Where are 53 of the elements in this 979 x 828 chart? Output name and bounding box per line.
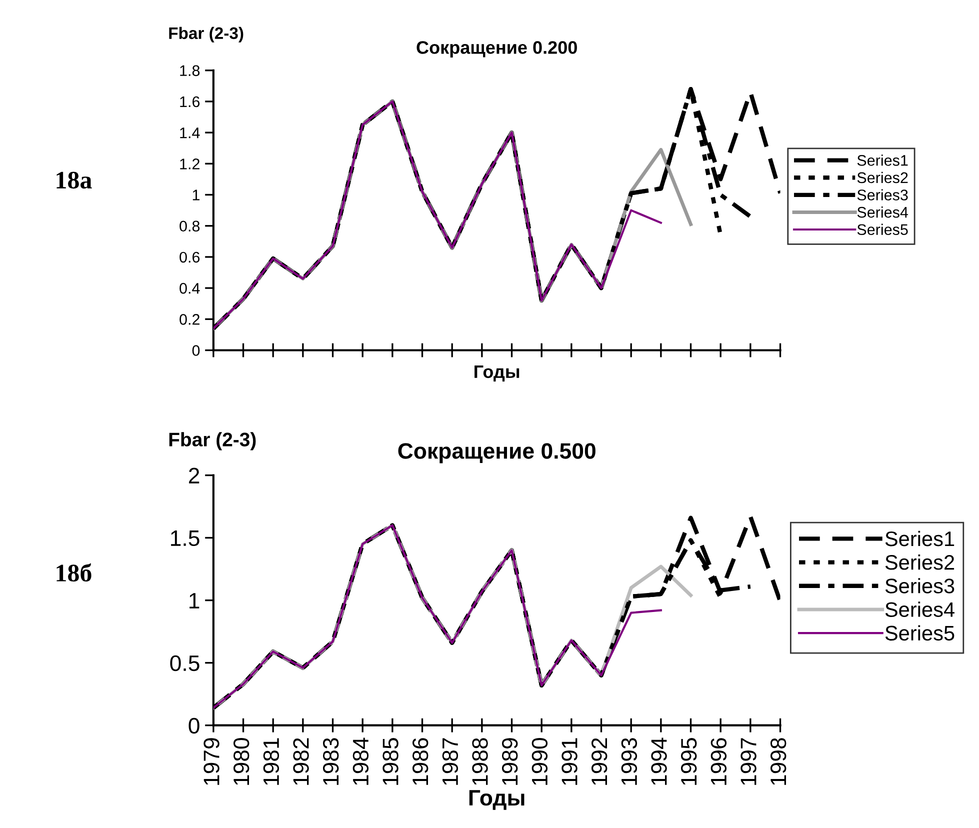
legend-label: Series1 [885,530,954,546]
x-tick-label: 1993 [621,738,638,785]
legend-label: Series4 [857,206,908,218]
x-tick-label: 1979 [204,738,220,785]
y-tick-label: 0 [188,718,200,734]
x-tick-label: 1998 [770,738,786,785]
x-tick-label: 1990 [532,738,548,785]
legend-label: Series5 [885,625,954,641]
y-tick-label: 0.6 [180,252,200,263]
text: 18а [56,172,92,189]
y-tick-label: 0.8 [180,220,200,232]
y-tick-label: 0.5 [170,655,200,672]
legend-label: Series3 [857,189,908,200]
x-tick-label: 1995 [680,738,697,785]
chart-title: Сокращение 0.200 [416,41,577,58]
y-tick-label: 0 [192,345,200,356]
x-tick-label: 1988 [472,738,488,785]
x-tick-label: 1992 [591,738,608,785]
chart-title: Сокращение 0.500 [398,443,596,464]
legend-label: Series4 [885,602,954,617]
y-tick-label: 1.5 [171,530,200,546]
y-tick-label: 2 [188,468,200,484]
x-axis-title: Годы [474,365,520,382]
legend-label: Series5 [857,224,908,236]
x-tick-label: 1994 [651,738,667,785]
x-tick-label: 1982 [293,738,309,785]
y-axis-title: Fbar (2-3) [169,432,256,450]
x-tick-label: 1981 [263,738,280,785]
y-tick-label: 0.2 [180,314,200,325]
x-tick-label: 1984 [352,738,369,785]
y-tick-label: 1 [192,190,200,200]
x-tick-label: 1980 [233,738,250,785]
x-tick-label: 1987 [442,738,458,785]
y-tick-label: 1 [190,593,200,608]
x-tick-label: 1986 [412,738,428,785]
legend-label: Series2 [857,172,908,184]
y-tick-label: 1.6 [180,96,200,108]
x-tick-label: 1991 [562,738,578,785]
legend-label: Series3 [885,578,954,594]
x-tick-label: 1996 [710,738,727,785]
text: 18б [56,563,92,582]
x-tick-label: 1983 [322,738,339,785]
legend-label: Series1 [857,154,908,166]
x-axis-title: Годы [469,790,524,810]
y-tick-label: 1.4 [180,128,200,138]
y-tick-label: 1.2 [180,158,200,170]
y-tick-label: 0.4 [180,282,200,294]
y-axis-title: Fbar (2-3) [169,26,244,42]
legend-label: Series2 [885,554,954,570]
x-tick-label: 1989 [502,738,518,785]
x-tick-label: 1997 [740,738,756,785]
y-tick-label: 1.8 [180,65,200,76]
x-tick-label: 1985 [382,738,398,785]
